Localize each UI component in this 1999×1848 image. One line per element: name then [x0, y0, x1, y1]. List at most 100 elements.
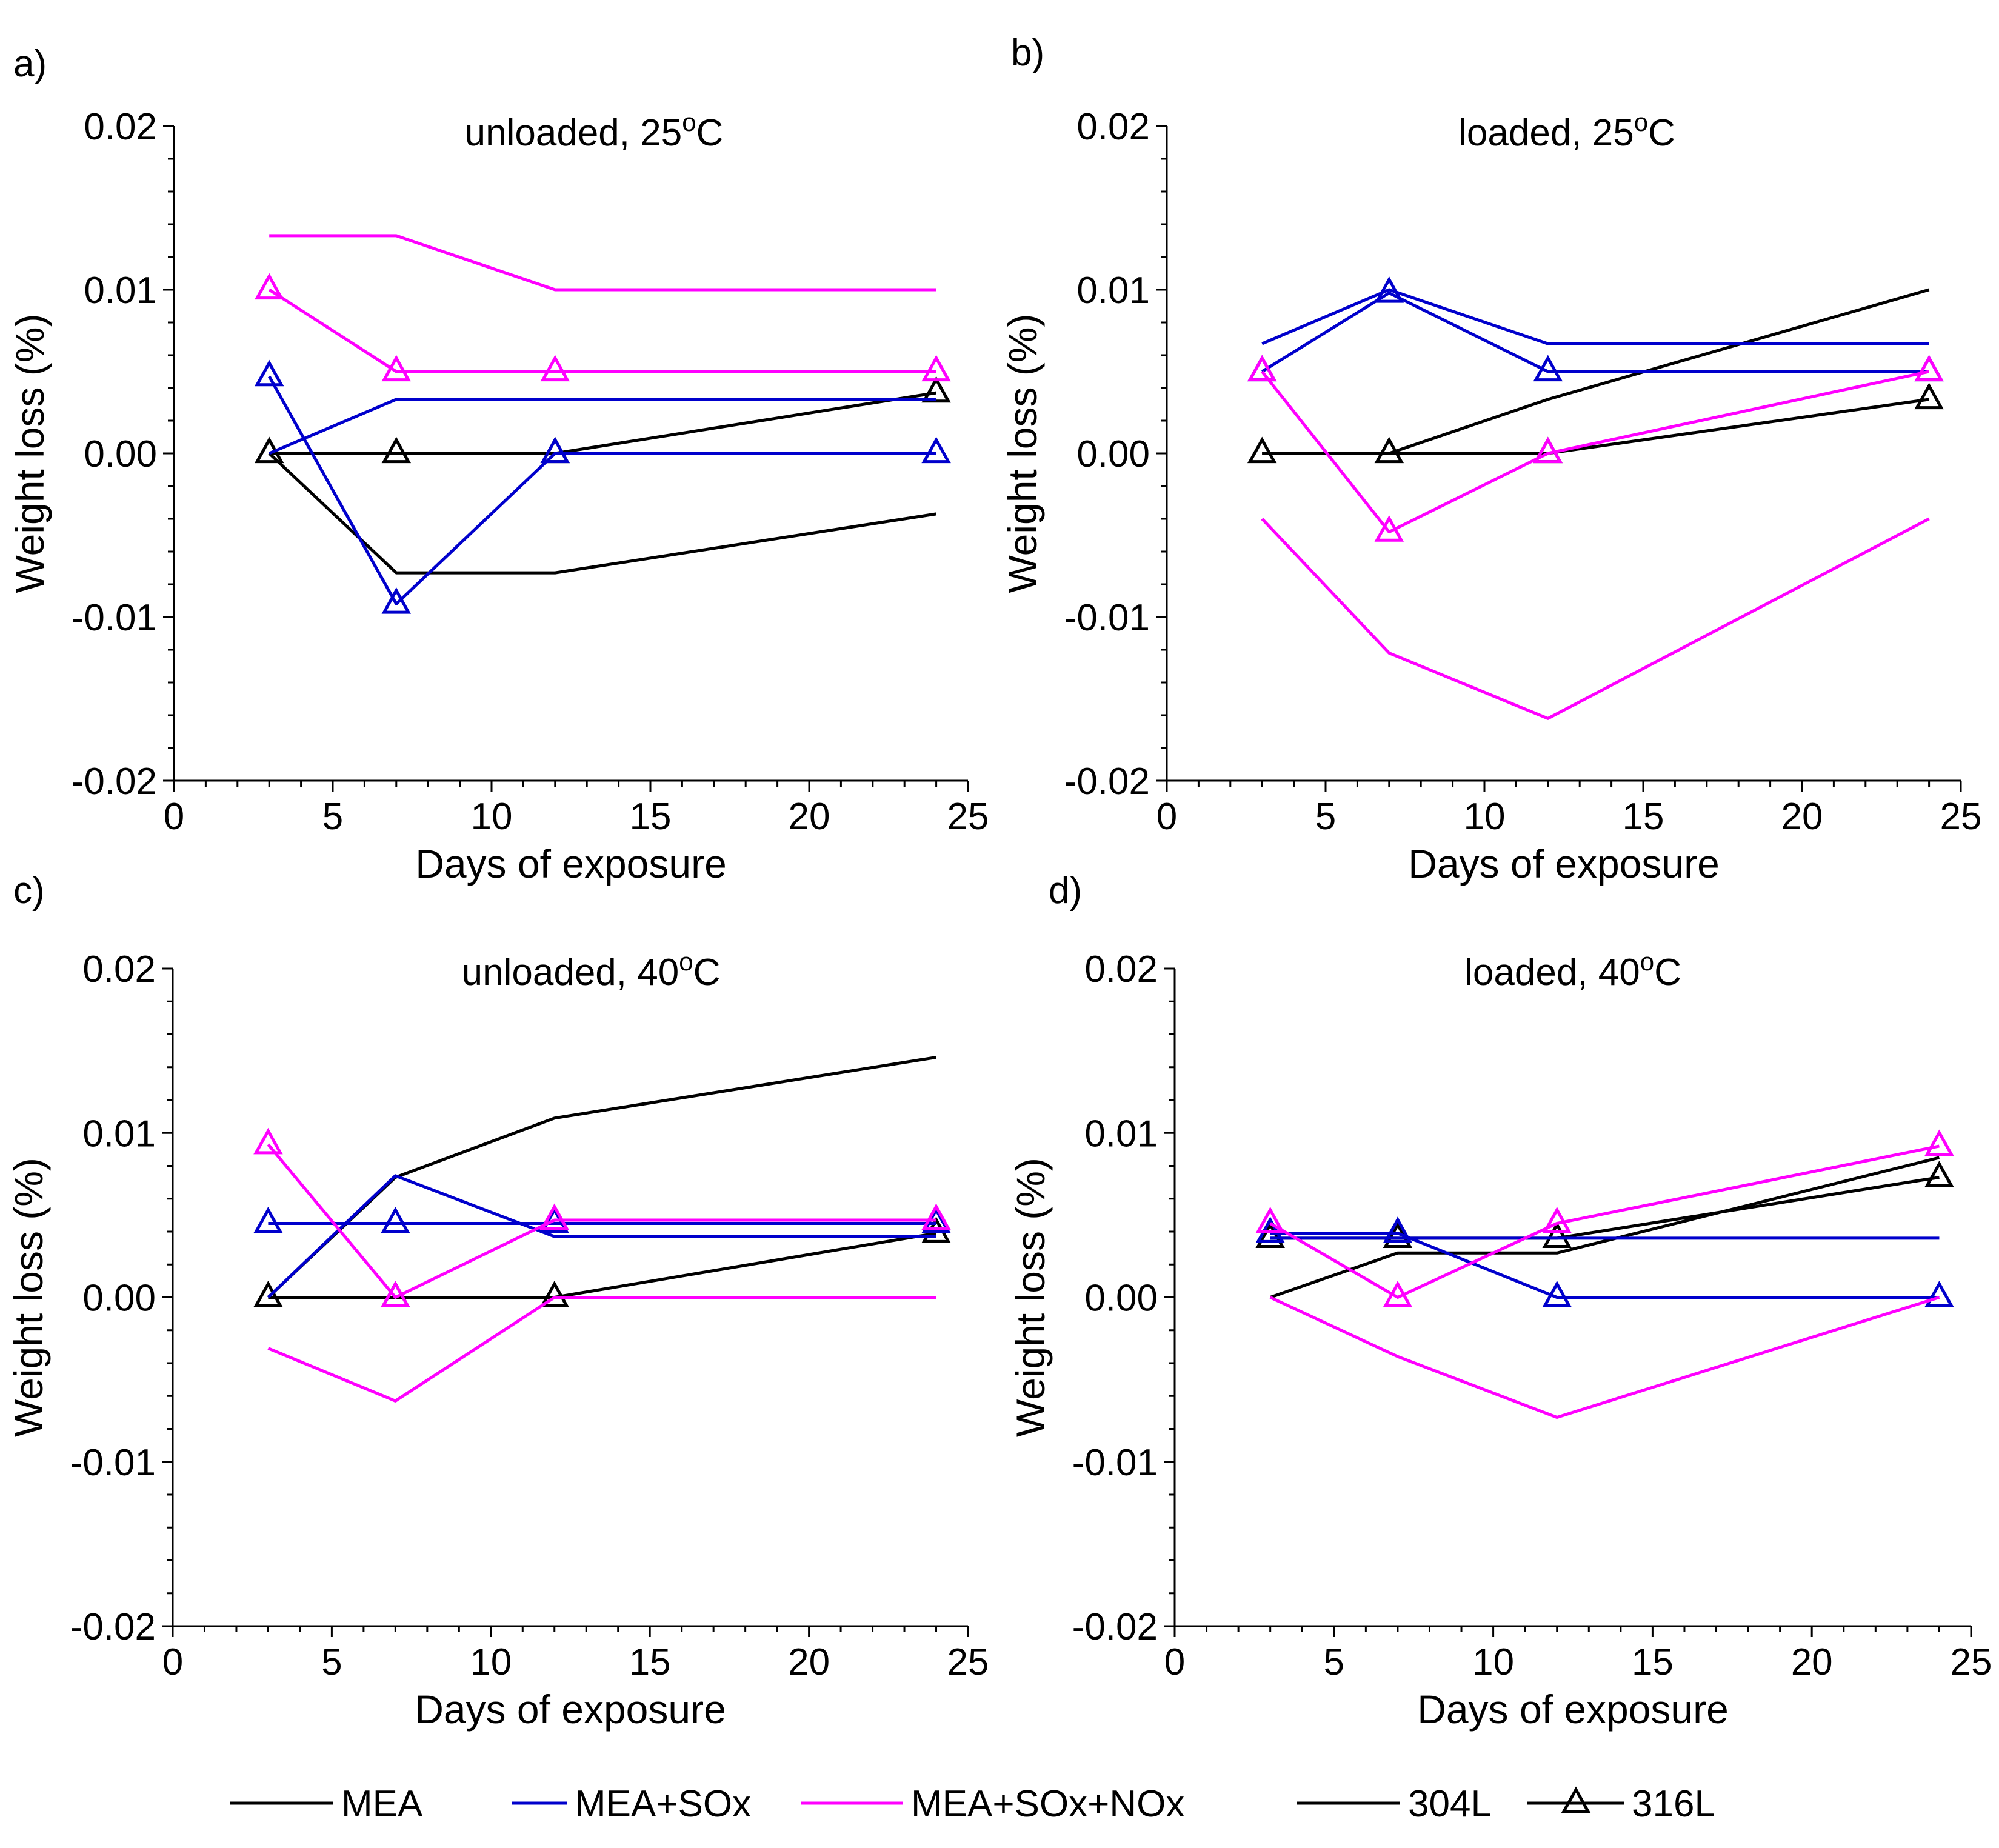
- data-point-marker: [921, 376, 951, 403]
- data-point-marker: [254, 359, 284, 387]
- x-tick-label: 5: [322, 796, 343, 838]
- y-tick-label: 0.01: [1084, 1113, 1158, 1155]
- data-point-marker: [1924, 1281, 1954, 1307]
- series-mea-sox-nox-304l: [267, 1296, 936, 1403]
- panel-d: 0 5 10 15 20 25 -0.02 -0.01 0.00 0.01 0.02 Days of …: [1008, 870, 1992, 1732]
- data-point-marker: [1247, 355, 1277, 382]
- series-line: [1269, 1144, 1940, 1299]
- panels: 0 5 10 15 20 25 -0.02 -0.01 0.00 0.01 0.02 Days of …: [6, 32, 1992, 1732]
- panel-c: 0 5 10 15 20 25 -0.02 -0.01 0.00 0.01 0.02 Days of …: [6, 870, 989, 1732]
- data-point-marker: [1383, 1281, 1413, 1307]
- series-line: [1261, 288, 1929, 345]
- x-tick-label: 10: [470, 1641, 512, 1683]
- series-line: [267, 1056, 936, 1299]
- x-tick-label: 10: [471, 796, 513, 838]
- panel-a: 0 5 10 15 20 25 -0.02 -0.01 0.00 0.01 0.02 Days of …: [7, 43, 989, 886]
- y-tick-label: -0.02: [70, 1606, 156, 1648]
- series-mea-304l: [268, 452, 936, 575]
- series-mea-sox-304l: [1261, 288, 1929, 345]
- y-tick-label: -0.01: [70, 1442, 156, 1484]
- legend: MEA MEA+SOx MEA+SOx+NOx 304L 316L: [230, 1783, 1715, 1825]
- series-line: [1262, 398, 1929, 455]
- panel-title-suffix: C: [1648, 112, 1675, 154]
- x-tick-label: 10: [1472, 1641, 1514, 1683]
- series-mea-sox-316l: [1247, 276, 1944, 382]
- series-mea-304l: [267, 1056, 936, 1299]
- x-tick-label: 20: [788, 1641, 830, 1683]
- data-point-marker: [1914, 355, 1944, 382]
- y-tick-label: 0.01: [1076, 270, 1150, 312]
- data-point-marker: [921, 436, 951, 464]
- series-mea-sox-316l: [254, 359, 951, 614]
- series-mea-sox-nox-304l: [1269, 1296, 1940, 1419]
- data-point-marker: [381, 1206, 410, 1233]
- data-point-marker: [1924, 1129, 1954, 1156]
- y-axis-title: Weight loss (%): [1000, 314, 1045, 593]
- series-mea-sox-316l: [1255, 1216, 1954, 1307]
- legend-item-mea-sox: MEA+SOx: [512, 1783, 751, 1825]
- x-axis-title: Days of exposure: [415, 841, 727, 886]
- series-line: [268, 1232, 936, 1299]
- series-mea-sox-nox-316l: [1247, 355, 1944, 542]
- x-tick-label: 25: [1940, 796, 1982, 838]
- series-line: [1261, 370, 1930, 534]
- data-point-marker: [1533, 436, 1563, 464]
- x-tick-label: 20: [789, 796, 830, 838]
- data-point-marker: [381, 355, 412, 382]
- panel-title-suffix: C: [1654, 952, 1681, 993]
- panel-label: b): [1011, 32, 1044, 74]
- series-line: [267, 1143, 936, 1299]
- panel-title-main: unloaded, 40: [462, 952, 679, 993]
- series-mea-sox-304l: [269, 398, 936, 455]
- data-point-marker: [1542, 1281, 1572, 1307]
- x-tick-label: 20: [1781, 796, 1823, 838]
- y-tick-label: 0.01: [84, 270, 157, 312]
- y-tick-label: 0.00: [1084, 1278, 1158, 1319]
- data-point-marker: [540, 436, 570, 464]
- data-point-marker: [253, 1127, 283, 1155]
- panel-b: 0 5 10 15 20 25 -0.02 -0.01 0.00 0.01 0.02 Days of …: [1000, 32, 1981, 886]
- series-line: [267, 1174, 936, 1299]
- panel-title-suffix: C: [696, 112, 724, 154]
- data-point-marker: [1542, 1221, 1572, 1249]
- series-mea-304l: [1269, 1156, 1940, 1299]
- legend-marker: [1561, 1786, 1591, 1813]
- x-tick-label: 5: [1315, 796, 1336, 838]
- x-tick-label: 15: [1632, 1641, 1674, 1683]
- data-point-marker: [1255, 1206, 1285, 1233]
- y-tick-label: -0.01: [72, 597, 157, 639]
- series-line: [269, 234, 936, 292]
- panel-label: c): [13, 870, 45, 912]
- data-point-marker: [381, 1281, 410, 1307]
- data-point-marker: [540, 355, 570, 382]
- data-point-marker: [1914, 355, 1944, 382]
- x-axis-title: Days of exposure: [415, 1687, 726, 1732]
- y-axis-title: Weight loss (%): [6, 1158, 51, 1437]
- x-tick-label: 25: [1951, 1641, 1992, 1683]
- series-mea-sox-304l: [267, 1174, 936, 1299]
- y-tick-label: 0.02: [82, 949, 156, 990]
- panel-title: loaded, 40oC: [1464, 947, 1681, 993]
- data-point-marker: [1533, 355, 1563, 382]
- legend-label: 304L: [1408, 1783, 1492, 1825]
- x-tick-label: 15: [630, 796, 672, 838]
- data-point-marker: [539, 1203, 570, 1230]
- legend-item-304l: 304L: [1297, 1783, 1492, 1825]
- panel-title-sup: o: [1640, 947, 1654, 976]
- panel-label: d): [1049, 870, 1082, 912]
- y-axis-title: Weight loss (%): [1008, 1158, 1053, 1437]
- data-point-marker: [1542, 1206, 1572, 1233]
- y-tick-label: -0.02: [1072, 1606, 1158, 1648]
- series-line: [1269, 1296, 1940, 1419]
- y-tick-label: 0.00: [82, 1278, 156, 1319]
- legend-item-mea-sox-nox: MEA+SOx+NOx: [801, 1783, 1184, 1825]
- x-tick-label: 10: [1464, 796, 1506, 838]
- data-point-marker: [253, 1281, 283, 1307]
- x-tick-label: 5: [1324, 1641, 1344, 1683]
- legend-label: MEA+SOx+NOx: [911, 1783, 1184, 1825]
- series-mea-316l: [253, 1216, 951, 1307]
- series-line: [1261, 291, 1929, 373]
- panel-title: loaded, 25oC: [1458, 108, 1675, 154]
- legend-item-316l: 316L: [1527, 1783, 1715, 1825]
